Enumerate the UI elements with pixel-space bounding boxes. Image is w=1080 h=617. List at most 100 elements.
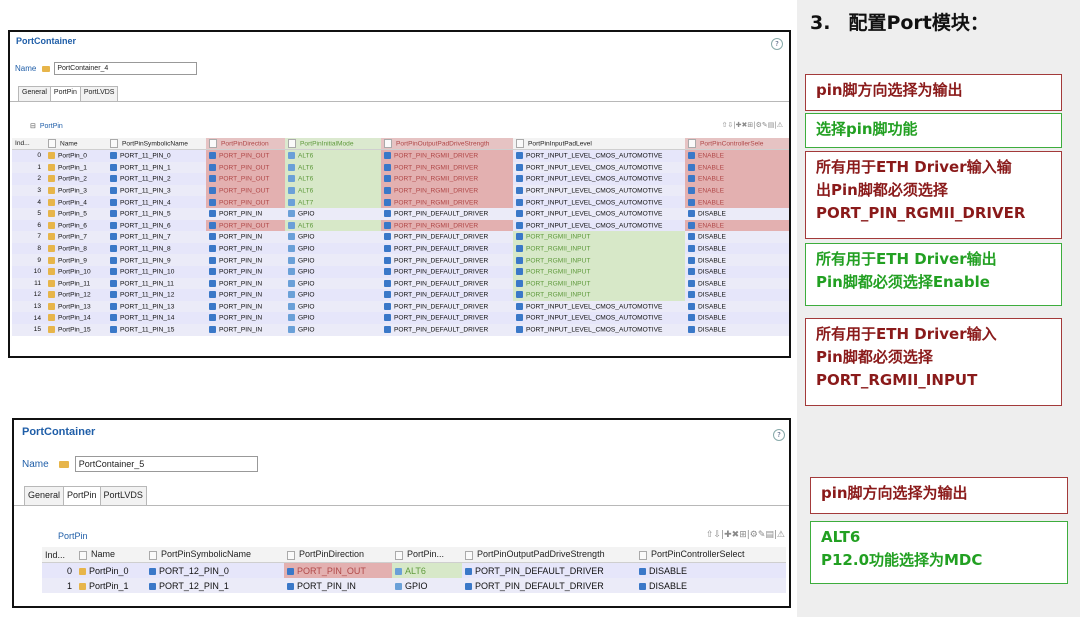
table-cell[interactable]: PORT_PIN_RGMII_DRIVER — [381, 219, 513, 232]
table-cell[interactable]: PORT_PIN_OUT — [206, 196, 285, 208]
table-cell[interactable]: PORT_11_PIN_11 — [107, 277, 206, 290]
column-header[interactable]: PortPinSymbolicName — [107, 138, 206, 150]
table-cell[interactable]: ALT6 — [285, 149, 381, 162]
column-header[interactable]: Name — [76, 547, 146, 563]
table-cell[interactable]: PortPin_3 — [45, 184, 107, 197]
table-row[interactable]: 1 PortPin_1 PORT_11_PIN_1 PORT_PIN_OUT ALT6 P… — [12, 161, 789, 174]
table-cell[interactable]: PORT_PIN_DEFAULT_DRIVER — [381, 265, 513, 278]
table-cell[interactable]: PORT_PIN_OUT — [284, 562, 392, 578]
table-cell[interactable]: 3 — [12, 184, 45, 197]
table-cell[interactable]: PORT_PIN_OUT — [206, 184, 285, 197]
table-cell[interactable]: ENABLE — [685, 149, 789, 162]
table-cell[interactable]: PORT_11_PIN_4 — [107, 196, 206, 208]
table-cell[interactable]: PortPin_15 — [45, 323, 107, 336]
tab-portlvds[interactable]: PortLVDS — [79, 86, 119, 101]
table-cell[interactable]: PortPin_0 — [76, 562, 146, 578]
table-cell[interactable]: 1 — [12, 161, 45, 174]
column-header[interactable]: PortPinControllerSele — [685, 138, 789, 150]
table-cell[interactable]: PORT_11_PIN_0 — [107, 149, 206, 162]
table-cell[interactable]: GPIO — [392, 578, 462, 593]
table-cell[interactable]: PORT_INPUT_LEVEL_CMOS_AUTOMOTIVE — [513, 219, 685, 232]
table-row[interactable]: 6 PortPin_6 PORT_11_PIN_6 PORT_PIN_OUT ALT6 P… — [12, 219, 789, 232]
tab-general[interactable]: General — [18, 86, 51, 101]
table-cell[interactable]: PORT_RGMII_INPUT — [513, 265, 685, 278]
table-cell[interactable]: PORT_PIN_IN — [206, 289, 285, 301]
table-cell[interactable]: PORT_PIN_DEFAULT_DRIVER — [381, 289, 513, 301]
table-cell[interactable]: 4 — [12, 196, 45, 208]
table-cell[interactable]: PORT_11_PIN_3 — [107, 184, 206, 197]
table-toolbar[interactable]: ⇧⇩|✚✖⊞|⚙✎▤|⚠ — [706, 530, 785, 540]
table-cell[interactable]: PORT_PIN_OUT — [206, 149, 285, 162]
table-cell[interactable]: DISABLE — [685, 300, 789, 313]
table-cell[interactable]: PORT_PIN_RGMII_DRIVER — [381, 149, 513, 162]
table-toolbar[interactable]: ⇧⇩|✚✖⊞|⚙✎▤|⚠ — [721, 121, 783, 129]
table-cell[interactable]: PORT_PIN_IN — [206, 254, 285, 266]
table-row[interactable]: 7 PortPin_7 PORT_11_PIN_7 PORT_PIN_IN GPIO PO… — [12, 231, 789, 243]
table-cell[interactable]: PORT_PIN_IN — [206, 207, 285, 220]
table-cell[interactable]: ENABLE — [685, 161, 789, 174]
table-cell[interactable]: PORT_11_PIN_9 — [107, 254, 206, 266]
table-cell[interactable]: PORT_PIN_OUT — [206, 219, 285, 232]
table-cell[interactable]: PORT_11_PIN_1 — [107, 161, 206, 174]
table-cell[interactable]: GPIO — [285, 265, 381, 278]
table-cell[interactable]: PORT_11_PIN_12 — [107, 289, 206, 301]
table-cell[interactable]: ALT6 — [285, 184, 381, 197]
table-cell[interactable]: ALT7 — [285, 196, 381, 208]
table-cell[interactable]: 0 — [12, 149, 45, 162]
table-cell[interactable]: DISABLE — [636, 562, 786, 578]
table-cell[interactable]: PORT_11_PIN_7 — [107, 231, 206, 243]
table-cell[interactable]: 7 — [12, 231, 45, 243]
table-cell[interactable]: GPIO — [285, 207, 381, 220]
table-cell[interactable]: PORT_PIN_IN — [206, 242, 285, 255]
table-cell[interactable]: GPIO — [285, 323, 381, 336]
table-cell[interactable]: PORT_INPUT_LEVEL_CMOS_AUTOMOTIVE — [513, 196, 685, 208]
table-cell[interactable]: PortPin_5 — [45, 207, 107, 220]
column-header[interactable]: PortPinOutputPadDriveStrength — [381, 138, 513, 150]
table-cell[interactable]: PORT_PIN_DEFAULT_DRIVER — [381, 242, 513, 255]
table-cell[interactable]: PORT_RGMII_INPUT — [513, 254, 685, 266]
table-cell[interactable]: PORT_PIN_IN — [206, 231, 285, 243]
table-cell[interactable]: 14 — [12, 312, 45, 324]
table-cell[interactable]: ENABLE — [685, 173, 789, 185]
table-row[interactable]: 11 PortPin_11 PORT_11_PIN_11 PORT_PIN_IN GPI… — [12, 277, 789, 290]
table-cell[interactable]: PORT_PIN_IN — [206, 265, 285, 278]
table-cell[interactable]: PortPin_11 — [45, 277, 107, 290]
table-cell[interactable]: DISABLE — [685, 231, 789, 243]
table-cell[interactable]: PortPin_0 — [45, 149, 107, 162]
table-cell[interactable]: 10 — [12, 265, 45, 278]
table-cell[interactable]: GPIO — [285, 300, 381, 313]
table-cell[interactable]: PortPin_14 — [45, 312, 107, 324]
table-row[interactable]: 1 PortPin_1 PORT_12_PIN_1 PORT_PIN_IN GPIO PO… — [42, 578, 786, 593]
table-cell[interactable]: PORT_PIN_DEFAULT_DRIVER — [381, 231, 513, 243]
column-header[interactable]: PortPinSymbolicName — [146, 547, 284, 563]
table-cell[interactable]: PortPin_8 — [45, 242, 107, 255]
table-row[interactable]: 9 PortPin_9 PORT_11_PIN_9 PORT_PIN_IN GPIO PO… — [12, 254, 789, 266]
table-row[interactable]: 0 PortPin_0 PORT_11_PIN_0 PORT_PIN_OUT ALT6 P… — [12, 149, 789, 162]
table-cell[interactable]: PORT_INPUT_LEVEL_CMOS_AUTOMOTIVE — [513, 323, 685, 336]
column-header[interactable]: PortPinDirection — [206, 138, 285, 150]
table-cell[interactable]: DISABLE — [636, 578, 786, 593]
table-cell[interactable]: 9 — [12, 254, 45, 266]
table-row[interactable]: 12 PortPin_12 PORT_11_PIN_12 PORT_PIN_IN GPI… — [12, 289, 789, 301]
table-cell[interactable]: PORT_PIN_IN — [206, 277, 285, 290]
table-row[interactable]: 8 PortPin_8 PORT_11_PIN_8 PORT_PIN_IN GPIO PO… — [12, 242, 789, 255]
section-portpin[interactable]: PortPin — [58, 531, 88, 541]
table-cell[interactable]: GPIO — [285, 231, 381, 243]
table-cell[interactable]: ENABLE — [685, 184, 789, 197]
table-cell[interactable]: PortPin_12 — [45, 289, 107, 301]
table-cell[interactable]: GPIO — [285, 242, 381, 255]
table-cell[interactable]: PORT_PIN_IN — [284, 578, 392, 593]
table-row[interactable]: 3 PortPin_3 PORT_11_PIN_3 PORT_PIN_OUT ALT6 P… — [12, 184, 789, 197]
table-cell[interactable]: ALT6 — [285, 219, 381, 232]
table-cell[interactable]: 5 — [12, 207, 45, 220]
table-cell[interactable]: PORT_INPUT_LEVEL_CMOS_AUTOMOTIVE — [513, 300, 685, 313]
table-cell[interactable]: PORT_RGMII_INPUT — [513, 289, 685, 301]
table-cell[interactable]: PortPin_7 — [45, 231, 107, 243]
table-cell[interactable]: PortPin_6 — [45, 219, 107, 232]
table-cell[interactable]: PORT_PIN_OUT — [206, 161, 285, 174]
table-cell[interactable]: PORT_RGMII_INPUT — [513, 231, 685, 243]
table-cell[interactable]: PortPin_1 — [76, 578, 146, 593]
table-cell[interactable]: PORT_PIN_OUT — [206, 173, 285, 185]
table-cell[interactable]: PortPin_9 — [45, 254, 107, 266]
table-row[interactable]: 10 PortPin_10 PORT_11_PIN_10 PORT_PIN_IN GPI… — [12, 265, 789, 278]
